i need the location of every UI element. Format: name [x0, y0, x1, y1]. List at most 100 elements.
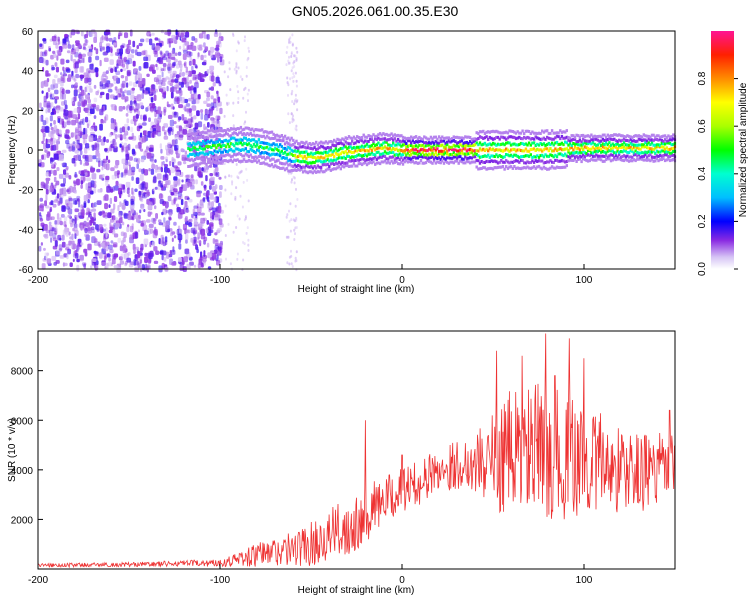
spectrogram-cell [670, 158, 673, 162]
spectrogram-cell [324, 147, 328, 151]
spectrogram-cell [270, 143, 274, 147]
spectrogram-cell [257, 159, 261, 163]
spectrogram-cell [143, 238, 149, 246]
spectrogram-cell [51, 255, 57, 261]
spectrogram-cell [261, 156, 264, 160]
spectrogram-cell [203, 54, 207, 58]
spectrogram-cell [50, 216, 55, 220]
spectrogram-cell [310, 147, 313, 150]
spectrogram-cell [121, 63, 126, 68]
spectrogram-cell [634, 149, 637, 153]
spectrogram-cell [189, 51, 193, 57]
spectrogram-cell [537, 159, 541, 163]
spectrogram-cell [652, 133, 655, 137]
spectrogram-cell [290, 218, 293, 222]
spectrogram-cell [614, 151, 618, 155]
spectrogram-cell [578, 150, 582, 154]
spectrogram-cell [149, 202, 153, 206]
spectrogram-cell [562, 136, 565, 140]
spectrogram-cell [252, 129, 256, 133]
spectrogram-cell [277, 149, 280, 153]
spectrogram-cell [200, 157, 203, 161]
spectrogram-cell [341, 156, 344, 160]
spectrogram-cell [191, 70, 196, 75]
spectrogram-cell [423, 135, 426, 139]
spectrogram-cell [286, 261, 289, 265]
spectrogram-cell [614, 145, 618, 149]
spectrogram-cell [632, 153, 636, 157]
spectrogram-cell [137, 262, 141, 269]
spectrogram-cell [329, 148, 333, 152]
spectrogram-cell [88, 135, 94, 142]
spectrogram-cell [577, 151, 580, 155]
spectrogram-cell [90, 68, 95, 74]
spectrogram-cell [483, 141, 487, 145]
spectrogram-cell [146, 146, 150, 150]
spectrogram-cell [64, 104, 68, 110]
spectrogram-cell [539, 166, 542, 170]
spectrogram-cell [645, 158, 649, 162]
spectrogram-cell [380, 156, 383, 159]
spectrogram-cell [644, 134, 647, 138]
spectrogram-cell [544, 143, 547, 147]
spectrogram-cell [52, 184, 57, 189]
spectrogram-cell [242, 127, 246, 131]
spectrogram-cell [475, 158, 478, 162]
spectrogram-cell [616, 155, 619, 159]
spectrogram-cell [188, 137, 192, 141]
spectrogram-cell [224, 153, 228, 157]
spectrogram-cell [591, 151, 595, 155]
spectrogram-cell [405, 142, 408, 145]
spectrogram-cell [650, 133, 654, 137]
spectrogram-cell [221, 140, 224, 144]
spectrogram-cell [470, 160, 473, 164]
spectrogram-cell [582, 148, 585, 152]
spectrogram-cell [390, 144, 393, 148]
spectrogram-cell [308, 161, 311, 165]
spectrogram-cell [650, 157, 654, 161]
spectrogram-cell [198, 135, 202, 139]
spectrogram-cell [501, 142, 505, 146]
spectrogram-cell [154, 159, 157, 163]
spectrogram-cell [374, 137, 377, 141]
spectrogram-cell [477, 154, 480, 158]
spectrogram-cell [126, 226, 130, 233]
spectrogram-cell [534, 159, 537, 163]
spectrogram-cell [532, 131, 536, 135]
spectrogram-cell [254, 151, 257, 155]
spectrogram-cell [410, 141, 413, 145]
spectrogram-cell [272, 152, 275, 156]
spectrogram-cell [56, 167, 60, 172]
spectrogram-cell [245, 167, 248, 171]
spectrogram-cell [216, 129, 220, 133]
spectrogram-cell [206, 161, 210, 164]
spectrogram-cell [246, 178, 249, 182]
spectrogram-cell [257, 154, 261, 158]
spectrogram-cell [505, 141, 508, 145]
spectrogram-cell [261, 161, 264, 165]
spectrogram-cell [247, 249, 250, 252]
spectrogram-cell [315, 140, 318, 144]
spectrogram-cell [572, 151, 575, 155]
spectrogram-cell [216, 140, 220, 144]
spectrogram-cell [199, 203, 204, 209]
spectrogram-cell [424, 136, 428, 140]
spectrogram-cell [514, 143, 518, 147]
spectrogram-cell [125, 200, 129, 206]
spectrogram-cell [235, 163, 238, 166]
spectrogram-cell [393, 158, 396, 162]
spectrogram-cell [531, 137, 534, 140]
spectrogram-cell [354, 164, 357, 168]
spectrogram-cell [177, 196, 182, 200]
spectrogram-cell [439, 151, 442, 155]
spectrogram-cell [624, 157, 627, 161]
spectrogram-cell [218, 133, 221, 137]
spectrogram-cell [619, 150, 623, 153]
spectrogram-cell [204, 46, 209, 52]
spectrogram-cell [104, 255, 107, 262]
spectrogram-cell [215, 154, 218, 158]
spectrogram-cell [351, 151, 354, 154]
spectrogram-cell [560, 148, 564, 152]
spectrogram-cell [665, 146, 668, 150]
spectrogram-cell [519, 155, 523, 159]
